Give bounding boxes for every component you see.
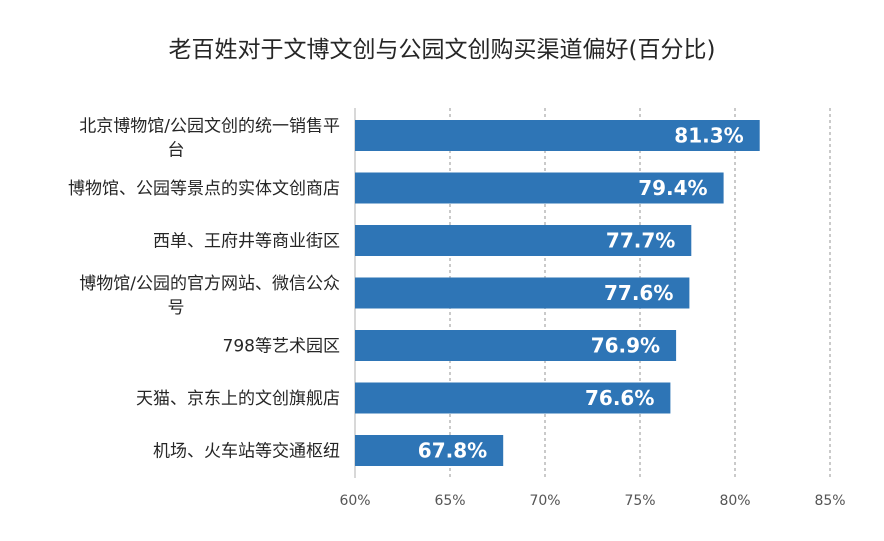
x-tick-label: 75% — [624, 493, 655, 509]
category-label: 北京博物馆/公园文创的统一销售平 — [79, 117, 340, 137]
bar — [355, 225, 692, 256]
x-tick-label: 70% — [529, 493, 560, 509]
data-label: 67.8% — [418, 439, 487, 463]
data-label: 76.9% — [591, 334, 660, 358]
x-tick-label: 80% — [719, 493, 750, 509]
data-label: 77.6% — [604, 281, 673, 305]
bar — [355, 330, 677, 361]
category-label: 机场、火车站等交通枢纽 — [153, 442, 340, 462]
x-tick-label: 85% — [814, 493, 845, 509]
bar — [355, 172, 724, 204]
chart-title: 老百姓对于文博文创与公园文创购买渠道偏好(百分比) — [168, 37, 716, 63]
category-label-continued: 台 — [168, 141, 185, 161]
category-label-continued: 号 — [168, 298, 185, 318]
category-label: 天猫、京东上的文创旗舰店 — [136, 389, 340, 409]
category-label: 博物馆/公园的官方网站、微信公众 — [79, 274, 340, 294]
data-label: 77.7% — [606, 229, 675, 253]
bar — [355, 382, 671, 414]
category-label: 798等艺术园区 — [223, 337, 340, 357]
data-label: 81.3% — [674, 124, 743, 148]
bar — [355, 277, 690, 309]
category-label: 西单、王府井等商业街区 — [153, 232, 340, 252]
bar — [355, 435, 504, 466]
data-label: 79.4% — [638, 176, 707, 200]
x-tick-label: 65% — [434, 493, 465, 509]
category-label: 博物馆、公园等景点的实体文创商店 — [68, 179, 340, 199]
data-label: 76.6% — [585, 386, 654, 410]
x-tick-label: 60% — [339, 493, 370, 509]
bar — [355, 120, 760, 151]
